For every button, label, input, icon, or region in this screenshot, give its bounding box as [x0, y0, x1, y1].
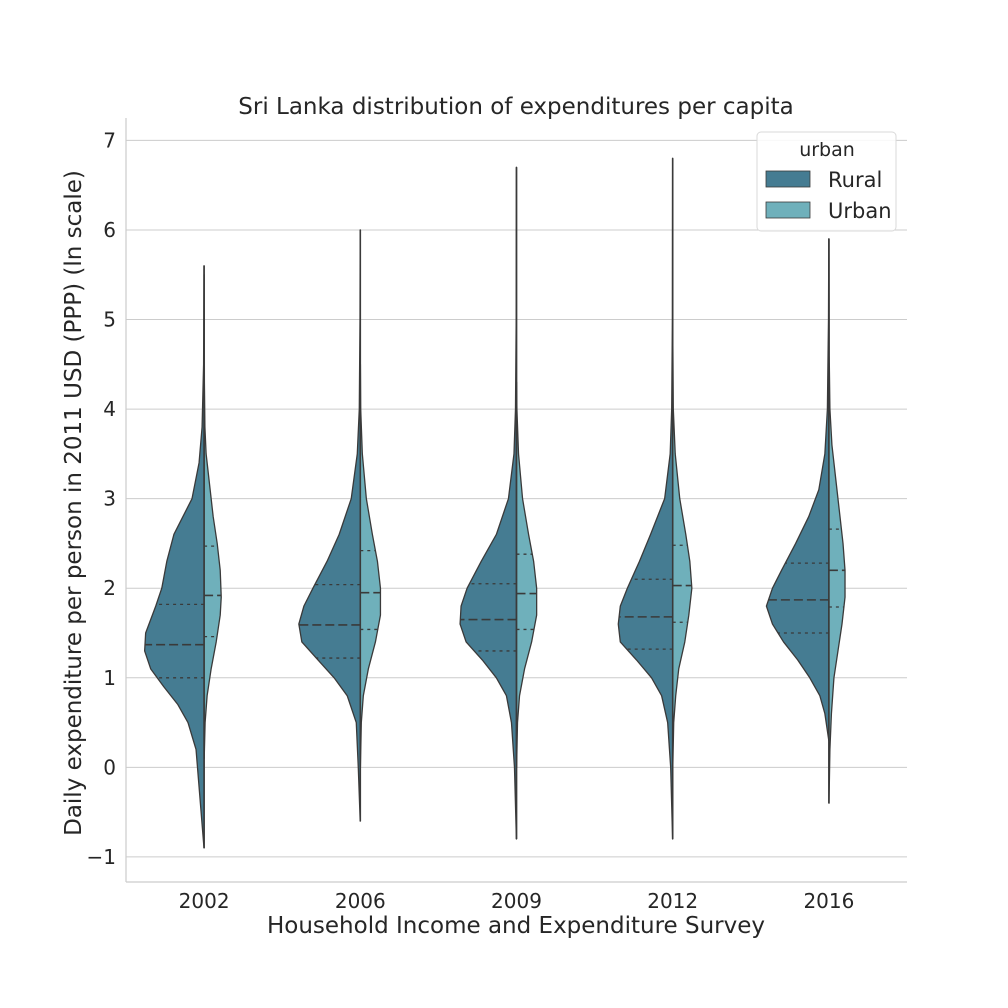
- legend-swatch-rural: [765, 170, 811, 188]
- violin-plot-area: [143, 157, 846, 849]
- y-tick-label: 0: [103, 755, 116, 779]
- y-tick-label: 2: [103, 576, 116, 600]
- x-tick-label: 2012: [647, 889, 698, 913]
- legend-label-urban: Urban: [828, 199, 892, 223]
- y-tick-label: 6: [103, 218, 116, 242]
- x-tick-labels: 2002 2006 2009 2012 2016: [179, 889, 855, 913]
- legend-swatch-urban: [765, 201, 811, 219]
- y-tick-labels: −1 0 1 2 3 4 5 6 7: [87, 128, 116, 869]
- chart-title: Sri Lanka distribution of expenditures p…: [238, 94, 793, 120]
- x-axis-label: Household Income and Expenditure Survey: [267, 913, 765, 939]
- y-tick-label: 7: [103, 128, 116, 152]
- y-tick-label: 1: [103, 666, 116, 690]
- legend: urban Rural Urban: [756, 131, 897, 232]
- y-tick-label: 3: [103, 487, 116, 511]
- x-tick-label: 2009: [491, 889, 542, 913]
- x-tick-label: 2006: [335, 889, 386, 913]
- x-tick-label: 2016: [803, 889, 854, 913]
- y-axis-label: Daily expenditure per person in 2011 USD…: [61, 170, 87, 836]
- y-tick-label: 4: [103, 397, 116, 421]
- axes: [125, 118, 907, 883]
- y-tick-label: −1: [87, 845, 116, 869]
- legend-label-rural: Rural: [828, 168, 882, 192]
- y-tick-label: 5: [103, 308, 116, 332]
- x-tick-label: 2002: [179, 889, 230, 913]
- legend-title: urban: [799, 139, 855, 161]
